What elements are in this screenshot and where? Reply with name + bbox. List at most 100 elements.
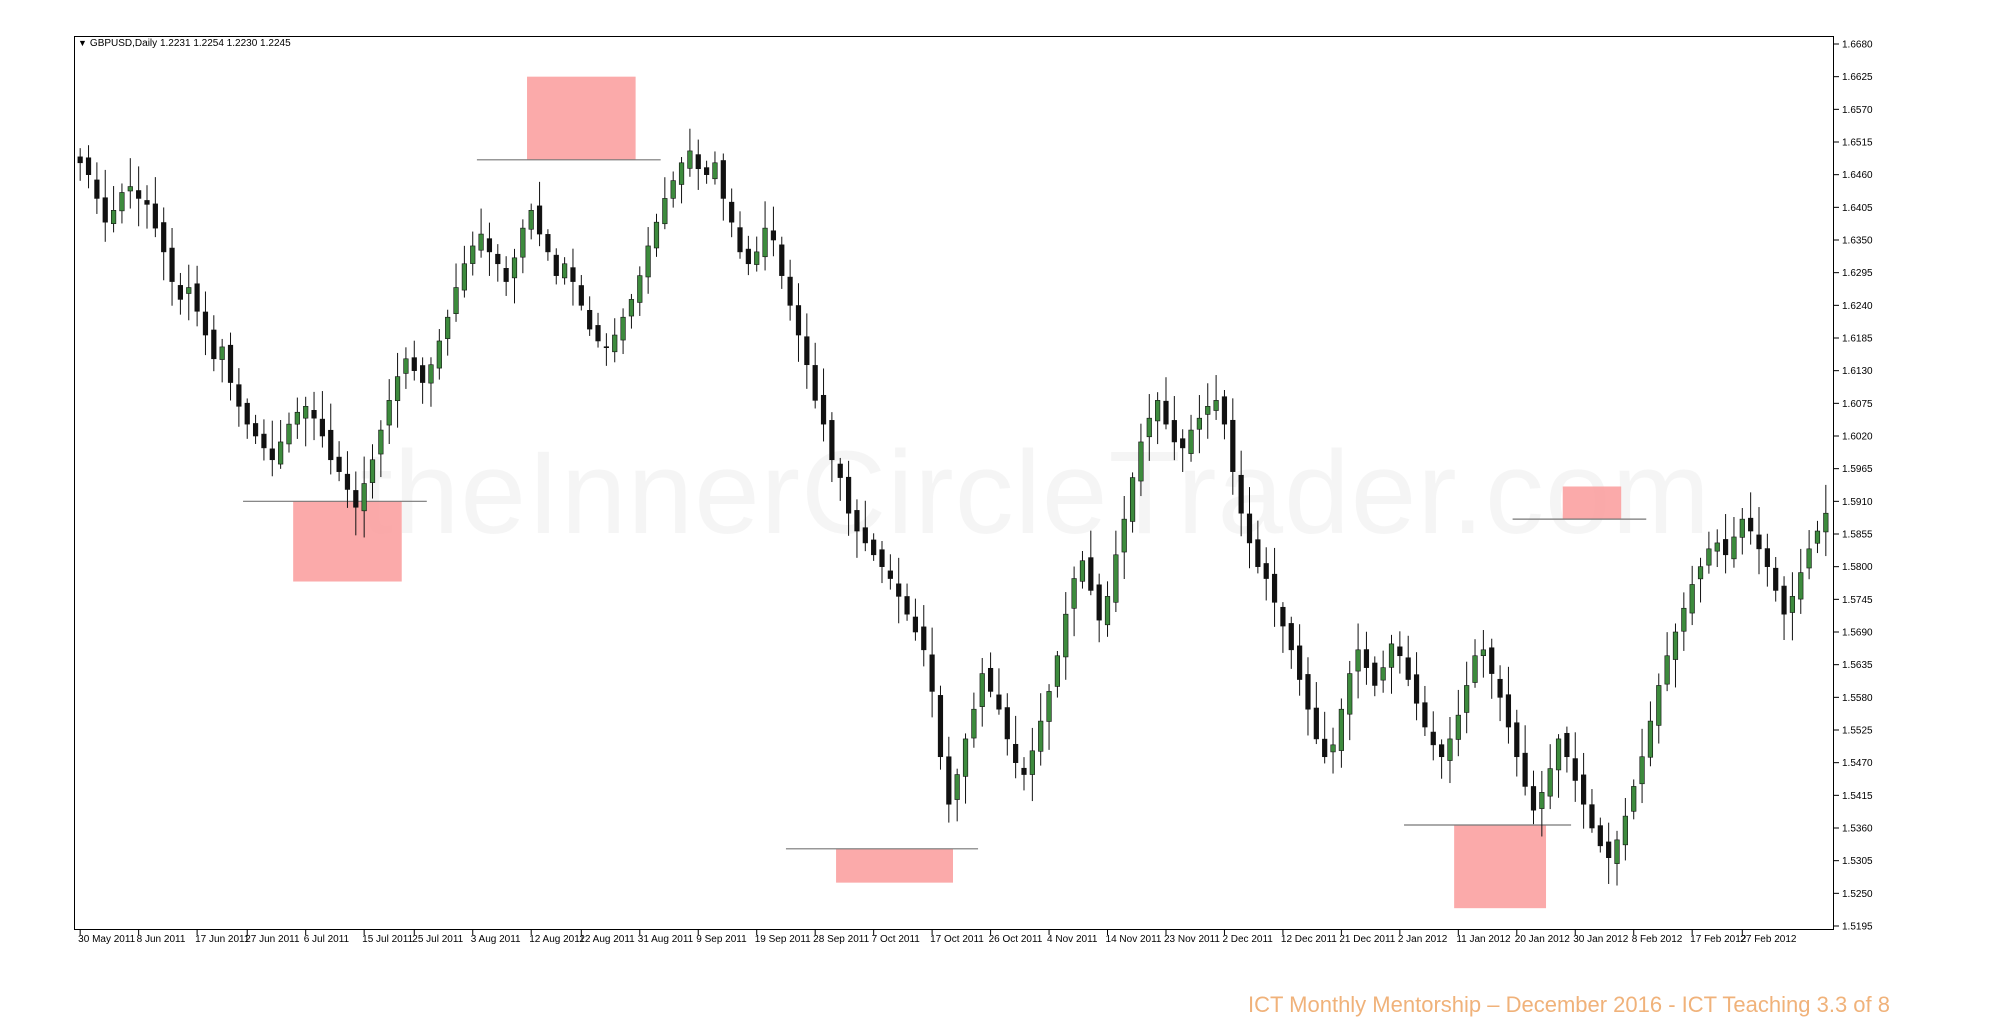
candle (361, 456, 367, 538)
candle-body (511, 257, 518, 279)
candle-body (1121, 518, 1127, 553)
candle (1305, 657, 1311, 736)
candle-body (553, 254, 559, 276)
candle (386, 379, 392, 444)
x-tick-label: 28 Sep 2011 (813, 934, 869, 945)
candle-body (328, 429, 334, 461)
candle (1146, 394, 1152, 461)
candle-body (1213, 400, 1219, 411)
candle (612, 318, 618, 363)
candle-body (1004, 707, 1010, 740)
candle-body (436, 340, 442, 369)
candle-body (336, 456, 342, 472)
candle (1380, 650, 1386, 693)
candle-body (1530, 786, 1537, 811)
candle (1263, 547, 1269, 601)
candle (962, 733, 969, 804)
candle-body (754, 251, 760, 265)
x-tick-label: 15 Jul 2011 (362, 934, 413, 945)
x-tick-label: 25 Jul 2011 (412, 934, 463, 945)
candle (1480, 630, 1486, 678)
candle-body (1756, 534, 1762, 550)
candle (662, 177, 668, 230)
chart-frame[interactable] (74, 36, 1834, 930)
candle (1063, 592, 1069, 680)
candle-body (1413, 674, 1420, 704)
candle-body (286, 423, 292, 445)
candle-body (102, 197, 108, 223)
candle (161, 207, 167, 281)
x-tick-label: 23 Nov 2011 (1164, 934, 1220, 945)
candle (536, 181, 543, 247)
candle (1372, 656, 1378, 697)
dropdown-triangle-icon[interactable]: ▼ (78, 38, 87, 48)
candle (979, 657, 985, 727)
candle (762, 201, 768, 271)
candle-body (562, 263, 568, 279)
candle (1706, 531, 1712, 574)
candle (520, 219, 526, 274)
candle-body (545, 234, 551, 253)
y-tick-label: 1.5910 (1842, 497, 1873, 508)
candle (1313, 682, 1319, 745)
candle-body (1155, 400, 1161, 422)
candle (303, 396, 309, 447)
candle (194, 265, 200, 327)
candle (687, 128, 693, 177)
candle (1814, 520, 1821, 554)
candle-body (1355, 649, 1361, 672)
candle-body (996, 694, 1002, 710)
candle (1163, 377, 1169, 430)
x-tick-label: 17 Oct 2011 (930, 934, 984, 945)
candle (1171, 396, 1177, 461)
candle (1714, 529, 1720, 568)
candle-body (378, 429, 384, 455)
candle-body (1706, 548, 1712, 566)
candle-body (1564, 732, 1570, 758)
candle-body (1539, 792, 1545, 809)
candle-body (854, 510, 860, 532)
candle-body (445, 316, 451, 339)
candle-body (1280, 606, 1286, 627)
y-tick-label: 1.5195 (1842, 922, 1873, 933)
candle (695, 139, 701, 190)
candle (1288, 616, 1294, 669)
x-tick-label: 3 Aug 2011 (471, 934, 521, 945)
candle (219, 338, 225, 383)
candle-body (1205, 406, 1211, 415)
candle-body (227, 344, 234, 383)
candle (570, 248, 576, 306)
y-tick-label: 1.6570 (1842, 105, 1873, 116)
candle (1731, 517, 1737, 568)
candle-body (1614, 839, 1620, 864)
x-tick-label: 12 Aug 2011 (529, 934, 585, 945)
candle-body (420, 365, 426, 383)
candle (94, 162, 100, 214)
candle-body (1063, 613, 1069, 658)
candle (854, 499, 860, 558)
candle (311, 391, 317, 441)
candle (1589, 789, 1595, 833)
candle-body (612, 334, 618, 353)
candle (1196, 395, 1202, 454)
candle-body (812, 365, 818, 401)
candle (1397, 631, 1403, 674)
candle (1188, 414, 1194, 462)
candle (987, 652, 994, 698)
candle-body (1439, 744, 1445, 758)
candle (829, 412, 835, 483)
candle (1297, 624, 1303, 696)
y-tick-label: 1.6240 (1842, 301, 1873, 312)
candle (1748, 492, 1754, 545)
zone-box-low (1454, 825, 1547, 909)
candle (1347, 660, 1353, 741)
y-tick-label: 1.6460 (1842, 170, 1873, 181)
candle (1280, 602, 1286, 653)
candle (587, 296, 593, 336)
candle (486, 222, 493, 276)
candle-body (937, 695, 944, 758)
candle-body (1455, 714, 1461, 740)
candle (562, 257, 568, 285)
candle (294, 397, 300, 439)
